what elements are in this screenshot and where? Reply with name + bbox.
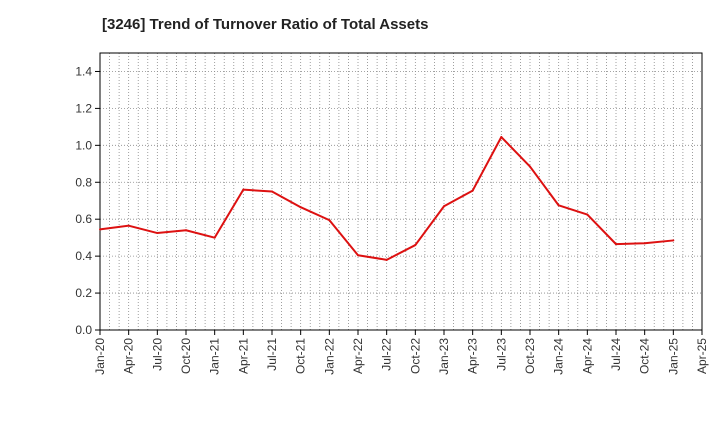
x-tick-label: Jan-21 bbox=[208, 338, 222, 375]
y-tick-label: 0.2 bbox=[75, 286, 92, 300]
data-point bbox=[328, 219, 331, 222]
x-tick-label: Jul-23 bbox=[494, 338, 508, 371]
x-axis: Jan-20 Apr-20 Jul-20 Oct-20 Jan-21 Apr-21 Jul-… bbox=[93, 330, 709, 375]
y-tick-label: 1.0 bbox=[75, 138, 92, 152]
data-point bbox=[529, 165, 531, 168]
x-tick-label: Oct-22 bbox=[408, 338, 422, 374]
data-point bbox=[156, 232, 159, 235]
data-point bbox=[414, 244, 417, 247]
grid-layer bbox=[100, 53, 702, 330]
x-tick-label: Oct-24 bbox=[638, 338, 652, 374]
data-point bbox=[471, 189, 474, 192]
y-axis: 0.0 0.2 0.4 0.6 0.8 1.0 1.2 1.4 bbox=[75, 64, 100, 337]
chart-title: [3246] Trend of Turnover Ratio of Total … bbox=[102, 16, 429, 33]
data-point bbox=[99, 228, 101, 231]
data-point bbox=[357, 254, 359, 257]
x-tick-label: Apr-25 bbox=[695, 338, 709, 374]
data-point bbox=[385, 258, 388, 261]
data-point bbox=[185, 229, 187, 232]
x-tick-label: Apr-22 bbox=[351, 338, 365, 374]
data-point bbox=[500, 136, 503, 139]
x-tick-label: Jul-20 bbox=[150, 338, 164, 371]
x-tick-label: Apr-20 bbox=[122, 338, 136, 374]
x-tick-label: Jul-22 bbox=[380, 338, 394, 371]
data-point bbox=[299, 206, 302, 209]
x-tick-label: Apr-24 bbox=[580, 338, 594, 374]
data-point bbox=[242, 188, 245, 191]
y-tick-label: 1.4 bbox=[75, 64, 92, 78]
data-point bbox=[586, 213, 589, 216]
data-point bbox=[672, 239, 675, 242]
data-point bbox=[213, 236, 216, 239]
x-tick-label: Jan-23 bbox=[437, 338, 451, 375]
plot-frame bbox=[99, 52, 703, 331]
y-tick-label: 1.2 bbox=[75, 101, 92, 115]
data-point bbox=[615, 243, 617, 246]
data-point bbox=[643, 242, 646, 245]
x-tick-label: Jan-24 bbox=[552, 338, 566, 375]
data-point bbox=[271, 190, 273, 193]
y-tick-label: 0.0 bbox=[75, 323, 92, 337]
x-tick-label: Jul-24 bbox=[609, 338, 623, 371]
x-tick-label: Oct-21 bbox=[294, 338, 308, 374]
x-tick-label: Jan-25 bbox=[666, 338, 680, 375]
data-point bbox=[443, 205, 445, 208]
x-tick-label: Jan-22 bbox=[322, 338, 336, 375]
x-tick-label: Oct-23 bbox=[523, 338, 537, 374]
x-tick-label: Jan-20 bbox=[93, 338, 107, 375]
x-tick-label: Oct-20 bbox=[179, 338, 193, 374]
data-point bbox=[557, 204, 560, 207]
x-tick-label: Apr-21 bbox=[236, 338, 250, 374]
data-point bbox=[127, 224, 130, 227]
x-tick-label: Apr-23 bbox=[466, 338, 480, 374]
x-tick-label: Jul-21 bbox=[265, 338, 279, 371]
y-tick-label: 0.6 bbox=[75, 212, 92, 226]
y-tick-label: 0.4 bbox=[75, 249, 92, 263]
y-tick-label: 0.8 bbox=[75, 175, 92, 189]
series-layer bbox=[99, 136, 675, 261]
